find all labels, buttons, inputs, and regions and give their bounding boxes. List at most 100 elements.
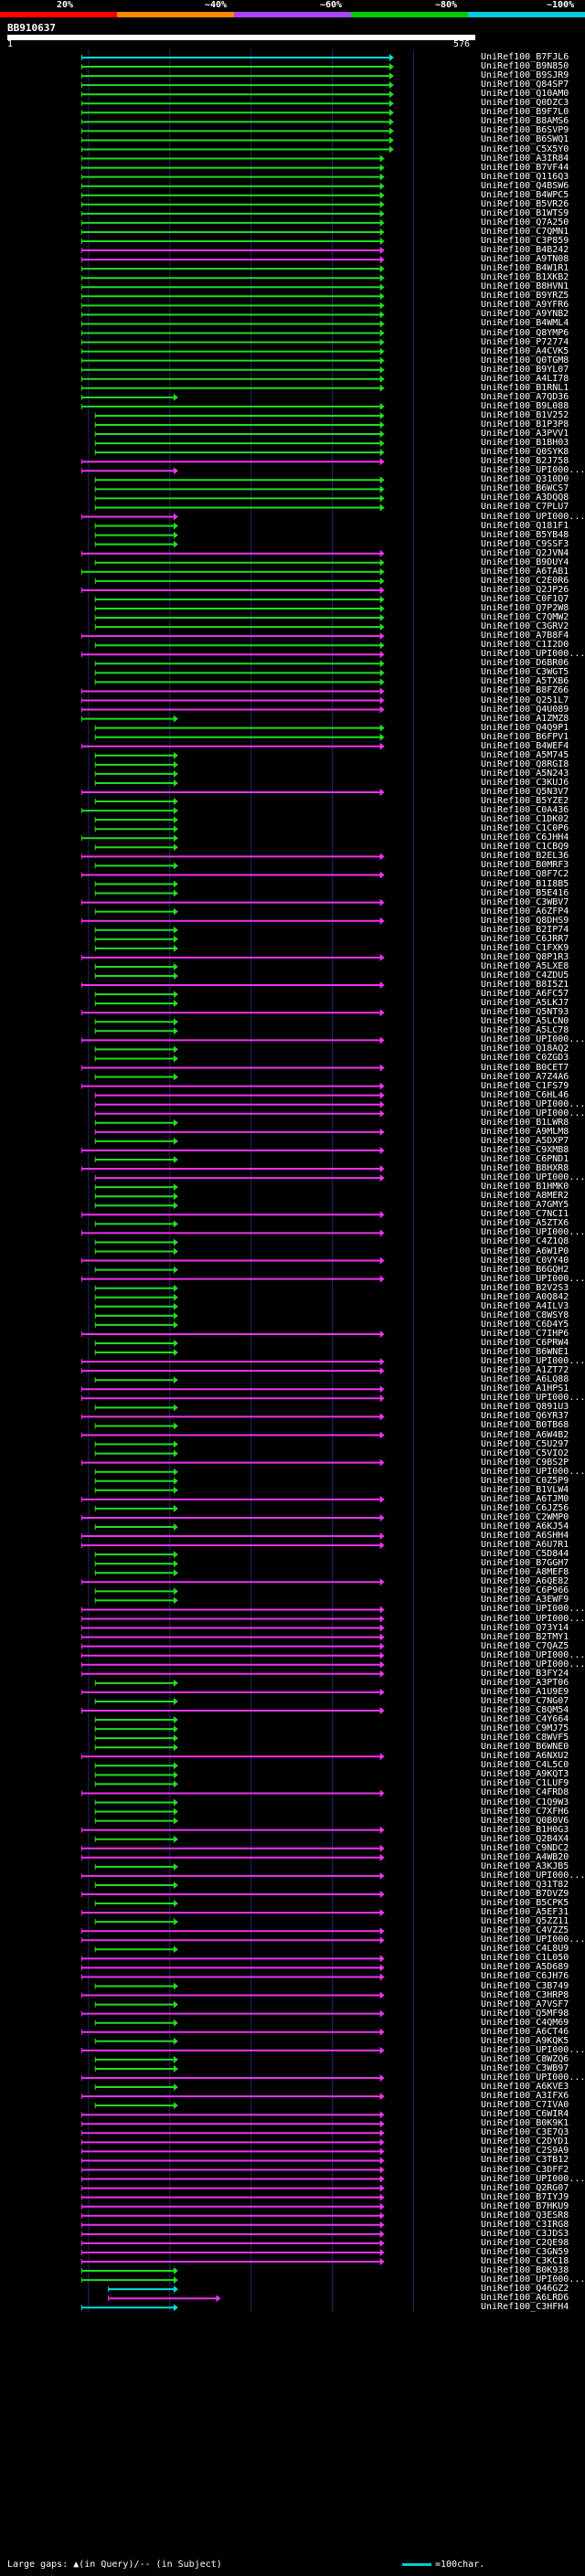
hit-bar[interactable] [80, 200, 385, 208]
hit-label[interactable]: UniRef100_C7QAZ5 [481, 1640, 569, 1651]
hit-label[interactable]: UniRef100_A5DXP7 [481, 1135, 569, 1146]
hit-label[interactable]: UniRef100_B1RNL1 [481, 382, 569, 393]
hit-bar[interactable] [80, 1542, 385, 1550]
hit-label[interactable]: UniRef100_C6JZ56 [481, 1502, 569, 1513]
hit-label[interactable]: UniRef100_B8FZ66 [481, 685, 569, 696]
hit-label[interactable]: UniRef100_C3HFH4 [481, 2302, 569, 2313]
hit-bar[interactable] [94, 1697, 178, 1705]
hit-bar[interactable] [80, 1624, 385, 1632]
hit-label[interactable]: UniRef100_B0K9K1 [481, 2118, 569, 2129]
hit-label[interactable]: UniRef100_Q8DHS9 [481, 915, 569, 926]
hit-bar[interactable] [80, 63, 394, 71]
hit-bar[interactable] [80, 118, 394, 126]
hit-label[interactable]: UniRef100_C1FXK9 [481, 942, 569, 953]
hit-label[interactable]: UniRef100_A9MLM8 [481, 1126, 569, 1137]
hit-label[interactable]: UniRef100_C4L5C0 [481, 1760, 569, 1771]
hit-bar[interactable] [80, 2129, 385, 2137]
hit-bar[interactable] [80, 834, 178, 843]
hit-label[interactable]: UniRef100_A6KVE3 [481, 2082, 569, 2093]
hit-bar[interactable] [80, 1871, 385, 1880]
hit-bar[interactable] [80, 2239, 385, 2247]
hit-label[interactable]: UniRef100_C4FRD8 [481, 1787, 569, 1798]
hit-bar[interactable] [80, 1651, 385, 1659]
hit-label[interactable]: UniRef100_UPI000... [481, 1649, 585, 1660]
hit-bar[interactable] [94, 1835, 178, 1843]
hit-label[interactable]: UniRef100_C9XMB8 [481, 1144, 569, 1155]
hit-bar[interactable] [80, 191, 385, 199]
hit-label[interactable]: UniRef100_Q5NT93 [481, 1007, 569, 1018]
hit-bar[interactable] [94, 1137, 178, 1145]
hit-bar[interactable] [80, 1615, 385, 1623]
hit-label[interactable]: UniRef100_B1P3P8 [481, 419, 569, 429]
hit-bar[interactable] [94, 1320, 178, 1329]
hit-bar[interactable] [94, 1918, 178, 1926]
hit-label[interactable]: UniRef100_C1I2D0 [481, 640, 569, 651]
hit-bar[interactable] [108, 2295, 221, 2303]
hit-bar[interactable] [94, 1817, 178, 1825]
hit-bar[interactable] [94, 972, 178, 980]
hit-label[interactable]: UniRef100_C6WIR4 [481, 2109, 569, 2120]
hit-bar[interactable] [94, 1091, 385, 1099]
hit-label[interactable]: UniRef100_UPI000... [481, 1393, 585, 1404]
hit-label[interactable]: UniRef100_C7PLU7 [481, 502, 569, 513]
hit-bar[interactable] [94, 1716, 178, 1724]
hit-bar[interactable] [94, 935, 178, 943]
hit-label[interactable]: UniRef100_C7NG07 [481, 1695, 569, 1706]
hit-label[interactable]: UniRef100_C5U297 [481, 1438, 569, 1449]
hit-bar[interactable] [80, 145, 394, 154]
hit-bar[interactable] [94, 669, 385, 677]
hit-bar[interactable] [94, 779, 178, 787]
hit-bar[interactable] [80, 109, 394, 117]
hit-bar[interactable] [80, 696, 385, 705]
hit-bar[interactable] [80, 54, 394, 61]
hit-label[interactable]: UniRef100_B6SWQ1 [481, 134, 569, 145]
hit-bar[interactable] [94, 605, 385, 612]
hit-bar[interactable] [80, 90, 394, 99]
hit-label[interactable]: UniRef100_C3B749 [481, 1980, 569, 1991]
hit-label[interactable]: UniRef100_Q181F1 [481, 520, 569, 531]
hit-bar[interactable] [94, 1780, 178, 1788]
hit-bar[interactable] [94, 2102, 178, 2110]
hit-bar[interactable] [80, 2276, 178, 2284]
hit-bar[interactable] [94, 494, 385, 503]
hit-label[interactable]: UniRef100_UPI000... [481, 1659, 585, 1670]
hit-label[interactable]: UniRef100_C6JH76 [481, 1971, 569, 1982]
hit-bar[interactable] [80, 1606, 385, 1614]
hit-label[interactable]: UniRef100_C6JRR7 [481, 933, 569, 944]
hit-label[interactable]: UniRef100_B6WCS7 [481, 483, 569, 494]
hit-label[interactable]: UniRef100_A5D689 [481, 1962, 569, 1973]
hit-label[interactable]: UniRef100_Q2JP26 [481, 584, 569, 595]
hit-bar[interactable] [80, 1891, 385, 1898]
hit-bar[interactable] [80, 2009, 385, 2018]
hit-label[interactable]: UniRef100_Q84SP7 [481, 80, 569, 90]
hit-label[interactable]: UniRef100_A6ZFP4 [481, 906, 569, 917]
hit-label[interactable]: UniRef100_B6WNE1 [481, 1347, 569, 1358]
hit-label[interactable]: UniRef100_B0CET7 [481, 1062, 569, 1073]
hit-label[interactable]: UniRef100_B2EL36 [481, 851, 569, 862]
hit-label[interactable]: UniRef100_A6FC57 [481, 989, 569, 1000]
hit-label[interactable]: UniRef100_A3DQQ8 [481, 493, 569, 504]
hit-label[interactable]: UniRef100_C9NDC2 [481, 1842, 569, 1853]
hit-bar[interactable] [94, 1725, 178, 1733]
hit-bar[interactable] [80, 136, 394, 144]
hit-bar[interactable] [94, 1569, 178, 1577]
hit-label[interactable]: UniRef100_C9SSF3 [481, 538, 569, 549]
hit-label[interactable]: UniRef100_A7B8F4 [481, 631, 569, 641]
hit-bar[interactable] [80, 1844, 385, 1852]
hit-label[interactable]: UniRef100_B0K938 [481, 2265, 569, 2276]
hit-label[interactable]: UniRef100_C5X5Y0 [481, 143, 569, 154]
hit-bar[interactable] [80, 705, 385, 714]
hit-bar[interactable] [80, 283, 385, 292]
hit-bar[interactable] [80, 1688, 385, 1696]
hit-bar[interactable] [94, 660, 385, 668]
hit-bar[interactable] [94, 1100, 385, 1108]
hit-bar[interactable] [94, 522, 178, 530]
hit-label[interactable]: UniRef100_C4L8U9 [481, 1944, 569, 1955]
hit-bar[interactable] [80, 2028, 385, 2036]
hit-bar[interactable] [94, 1156, 178, 1163]
hit-label[interactable]: UniRef100_C6P966 [481, 1585, 569, 1596]
hit-label[interactable]: UniRef100_Q6YR37 [481, 1411, 569, 1422]
hit-bar[interactable] [94, 1798, 178, 1807]
hit-bar[interactable] [94, 1045, 178, 1054]
hit-label[interactable]: UniRef100_A3IR84 [481, 153, 569, 164]
